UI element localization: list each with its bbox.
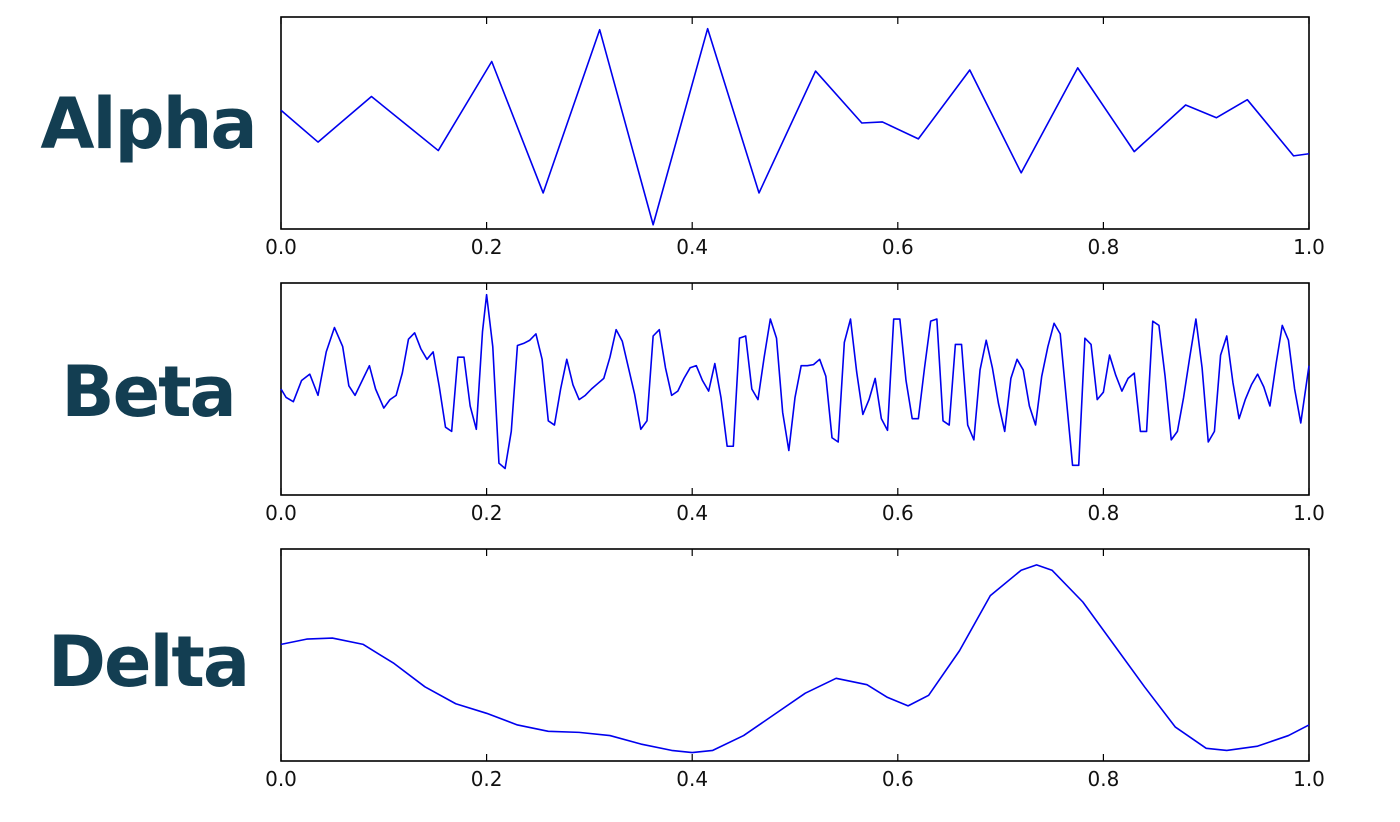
beta-tick-label: 1.0 [1293,501,1325,525]
band-label-delta: Delta [48,621,248,703]
alpha-tick-label: 1.0 [1293,235,1325,259]
delta-tick-label: 0.6 [882,767,914,791]
delta-tick-label: 0.0 [265,767,297,791]
beta-panel: Beta 0.0 0.2 0.4 0.6 0.8 1.0 [61,282,1325,525]
alpha-x-ticks: 0.0 0.2 0.4 0.6 0.8 1.0 [265,17,1325,259]
beta-tick-label: 0.2 [471,501,503,525]
alpha-tick-label: 0.2 [471,235,503,259]
beta-plot-frame [280,282,1310,496]
delta-tick-label: 0.8 [1087,767,1119,791]
delta-plot-frame [280,548,1310,762]
alpha-tick-label: 0.0 [265,235,297,259]
alpha-tick-label: 0.6 [882,235,914,259]
band-label-alpha: Alpha [40,83,255,165]
alpha-tick-label: 0.8 [1087,235,1119,259]
beta-signal-line [280,293,1310,470]
band-label-beta: Beta [61,351,235,433]
delta-x-ticks: 0.0 0.2 0.4 0.6 0.8 1.0 [265,549,1325,791]
delta-tick-label: 0.2 [471,767,503,791]
alpha-panel: Alpha 0.0 0.2 0.4 0.6 0.8 1.0 [40,16,1325,259]
beta-x-ticks: 0.0 0.2 0.4 0.6 0.8 1.0 [265,283,1325,525]
delta-tick-label: 0.4 [676,767,708,791]
beta-tick-label: 0.0 [265,501,297,525]
alpha-tick-label: 0.4 [676,235,708,259]
beta-tick-label: 0.6 [882,501,914,525]
beta-tick-label: 0.8 [1087,501,1119,525]
delta-tick-label: 1.0 [1293,767,1325,791]
delta-signal-line [280,564,1310,754]
delta-panel: Delta 0.0 0.2 0.4 0.6 0.8 1.0 [48,548,1325,791]
alpha-plot-frame [280,16,1310,230]
beta-tick-label: 0.4 [676,501,708,525]
alpha-signal-line [280,27,1310,226]
